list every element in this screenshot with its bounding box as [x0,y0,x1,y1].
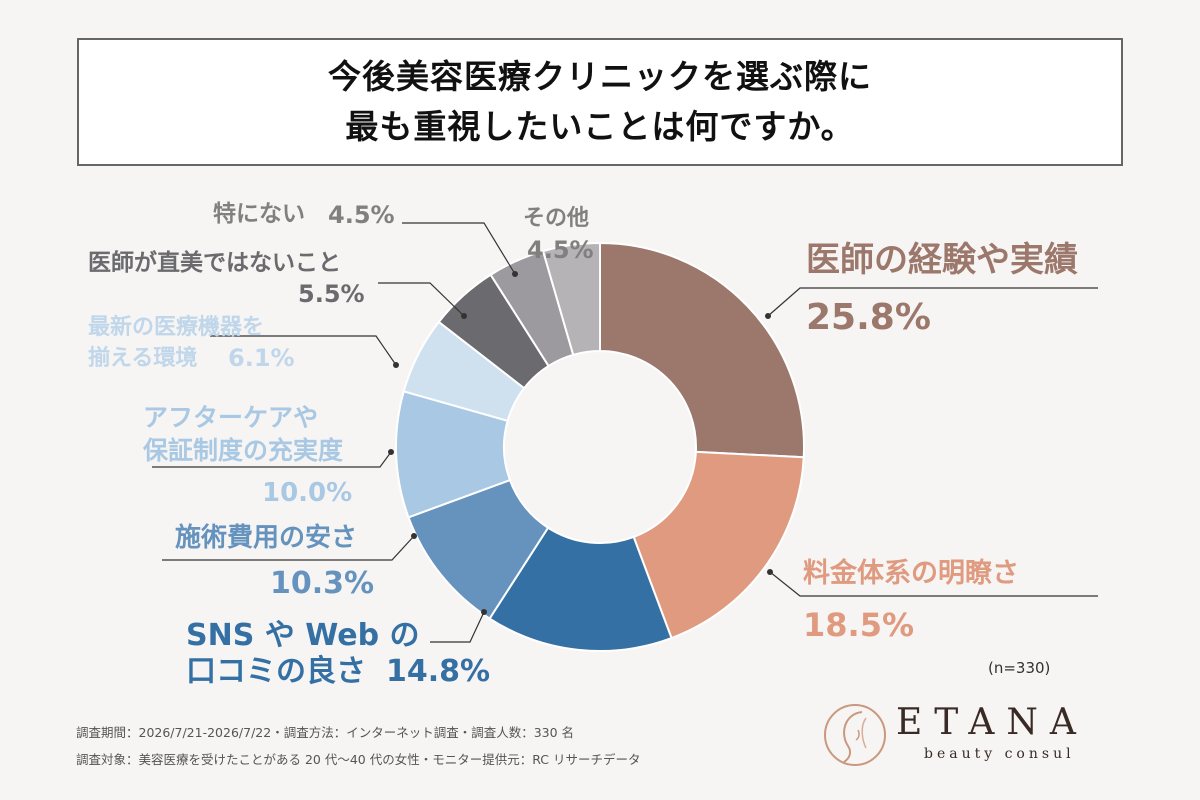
label-equipment-name-2: 揃える環境 [88,346,198,371]
etana-logo: ETANA beauty consul [822,700,1122,770]
survey-period-text: 調査期間：2026/7/21-2026/7/22・調査方法：インターネット調査・… [76,725,575,740]
leader-cost [162,535,415,561]
face-logo-icon [824,704,886,766]
label-none-pct: 4.5% [328,201,395,229]
label-sns-name-2: 口コミの良さ [186,654,366,689]
label-doctor-name: 医師の経験や実績 [806,240,1078,280]
sample-size-note: (n=330) [988,659,1051,677]
label-equipment-pct: 6.1% [228,344,295,372]
leader-aftercare [152,451,392,468]
slice-fee [632,450,805,640]
leader-fee [769,571,1098,597]
leader-none [402,222,516,275]
leader-sns [430,611,485,643]
label-equipment-name-1: 最新の医療機器を [88,315,265,340]
label-sns-pct: 14.8% [386,654,491,689]
label-other-pct: 4.5% [527,236,594,264]
slice-sns [488,526,673,652]
label-aftercare-name-1: アフターケアや [143,403,319,432]
title-box: 今後美容医療クリニックを選ぶ際に 最も重視したいことは何ですか。 [77,38,1123,166]
leader-equipment [210,335,397,366]
leader-chokubi [378,282,465,317]
slice-doctor [599,241,805,459]
logo-tagline: beauty consul [924,746,1075,762]
label-sns-name-1: SNS や Web の [186,618,420,653]
logo-name: ETANA [896,702,1088,743]
label-fee-name: 料金体系の明瞭さ [803,558,1019,589]
label-other-name: その他 [523,206,590,231]
leader-doctor [767,287,1098,317]
survey-target-text: 調査対象：美容医療を受けたことがある 20 代〜40 代の女性・モニター提供元：… [76,752,641,767]
title-line-2: 最も重視したいことは何ですか。 [345,107,855,146]
title-line-1: 今後美容医療クリニックを選ぶ際に [328,57,872,96]
label-cost-name: 施術費用の安さ [175,523,358,553]
label-none-name: 特にない [213,201,305,227]
label-aftercare-name-2: 保証制度の充実度 [143,436,344,465]
label-chokubi-pct: 5.5% [298,280,365,308]
slice-other [541,241,601,357]
label-chokubi-name: 医師が直美ではないこと [88,250,341,276]
label-doctor-pct: 25.8% [806,297,931,338]
label-aftercare-pct: 10.0% [262,478,353,508]
label-fee-pct: 18.5% [803,606,915,644]
label-cost-pct: 10.3% [270,566,375,601]
